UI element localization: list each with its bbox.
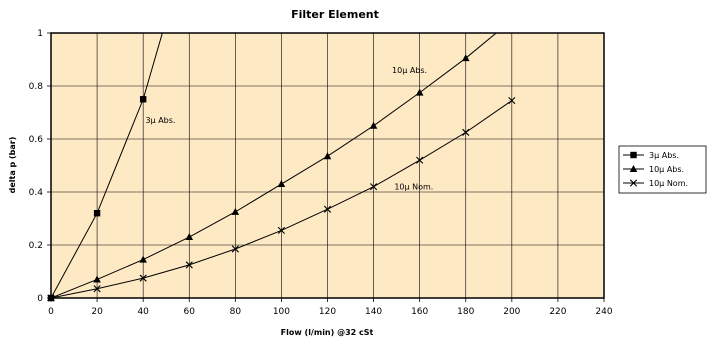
- data-point: [369, 121, 378, 129]
- x-tick-label: 60: [184, 307, 196, 317]
- data-point: [185, 233, 194, 241]
- series-1: [47, 33, 497, 301]
- data-point: [416, 156, 424, 164]
- y-axis-ticks: 0 0.2 0.4 0.6 0.8 1: [29, 29, 51, 304]
- legend-marker: [630, 151, 637, 159]
- x-tick-label: 20: [91, 307, 103, 317]
- x-tick-label: 0: [48, 307, 54, 317]
- data-point: [461, 54, 470, 62]
- x-tick-label: 140: [365, 307, 382, 317]
- annotation-label: 3µ Abs.: [145, 116, 175, 125]
- y-tick-label: 0: [37, 294, 43, 304]
- annotation-label: 10µ Nom.: [394, 182, 433, 191]
- x-axis-title: Flow (l/min) @32 cSt: [281, 328, 374, 337]
- x-axis-ticks: 0 20 40 60 80 100 120 140 160 180 200 220 240: [48, 298, 613, 317]
- series-line: [51, 33, 163, 298]
- data-point: [139, 274, 147, 282]
- x-tick-label: 200: [503, 307, 520, 317]
- data-point: [185, 261, 193, 269]
- data-point: [139, 96, 147, 103]
- legend-marker: [629, 179, 638, 187]
- data-point: [415, 88, 424, 96]
- x-tick-label: 120: [319, 307, 336, 317]
- y-axis-title: delta p (bar): [8, 137, 17, 194]
- data-point: [93, 285, 101, 293]
- data-point: [139, 255, 147, 263]
- legend: 3µ Abs. 10µ Abs. 10µ Nom.: [618, 145, 707, 194]
- y-tick-label: 0.4: [29, 188, 44, 198]
- data-point: [231, 207, 240, 215]
- x-tick-label: 80: [230, 307, 242, 317]
- data-point: [508, 96, 516, 105]
- chart-title: Filter Element: [291, 8, 379, 21]
- legend-label: 3µ Abs.: [649, 151, 679, 160]
- data-point: [93, 210, 101, 217]
- y-tick-label: 0.6: [29, 135, 44, 145]
- data-point: [277, 180, 286, 188]
- data-point: [93, 275, 101, 283]
- legend-item: 3µ Abs.: [623, 151, 679, 160]
- gridlines: [51, 33, 604, 298]
- annotations: 3µ Abs. 10µ Abs. 10µ Nom.: [145, 66, 433, 192]
- legend-label: 10µ Nom.: [649, 179, 688, 188]
- data-point: [369, 183, 378, 191]
- data-point: [277, 226, 286, 235]
- x-tick-label: 40: [137, 307, 149, 317]
- x-tick-label: 180: [457, 307, 474, 317]
- annotation-label: 10µ Abs.: [392, 66, 427, 75]
- x-tick-label: 240: [595, 307, 612, 317]
- series-2: [47, 96, 516, 302]
- x-tick-label: 160: [411, 307, 428, 317]
- y-tick-label: 0.2: [29, 241, 43, 251]
- y-tick-label: 1: [37, 29, 43, 39]
- data-point: [231, 245, 239, 253]
- legend-item: 10µ Nom.: [623, 179, 688, 188]
- data-point: [323, 205, 332, 213]
- data-point: [323, 152, 332, 160]
- legend-marker: [629, 165, 638, 172]
- x-tick-label: 220: [549, 307, 566, 317]
- x-tick-label: 100: [273, 307, 290, 317]
- y-tick-label: 0.8: [29, 82, 44, 92]
- legend-label: 10µ Abs.: [649, 165, 684, 174]
- legend-item: 10µ Abs.: [623, 165, 684, 174]
- data-point: [462, 128, 470, 136]
- data-point: [47, 294, 55, 302]
- series-lines: [47, 33, 516, 302]
